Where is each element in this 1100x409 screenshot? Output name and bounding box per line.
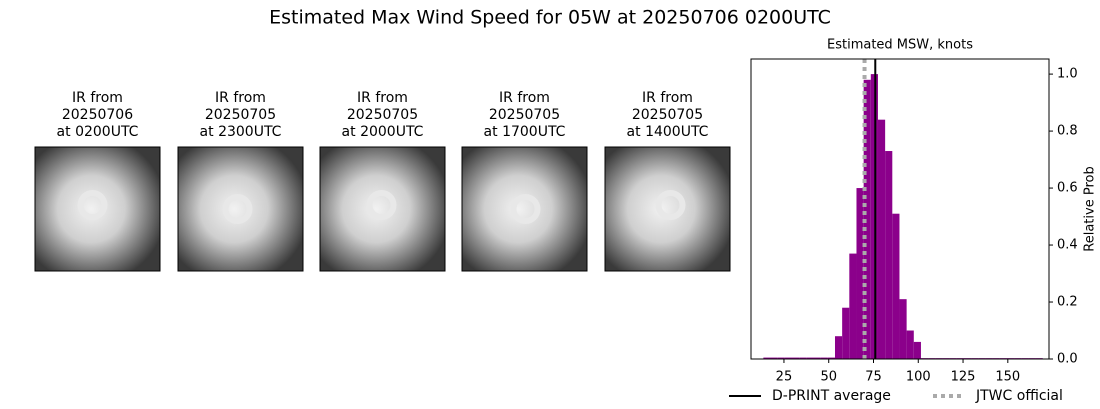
y-tick-label: 0.2 [1057,295,1078,310]
ir-image [177,146,304,272]
bar [863,79,871,359]
bar [792,357,800,359]
panel-label: 20250705 [489,107,560,123]
panel-label: IR from [642,90,693,106]
panel-label: IR from [215,90,266,106]
y-tick-label: 1.0 [1057,67,1078,82]
bar [799,357,807,359]
panel-label: at 2300UTC [200,124,282,140]
ir-image [34,146,161,272]
storm-eye [77,190,108,220]
y-tick-label: 0.6 [1057,181,1078,196]
histogram-chart: Estimated MSW, knots Relative Prob D-PRINT… [729,38,1098,404]
axes-frame [750,58,1050,360]
x-tick-label: 50 [820,370,837,385]
y-axis-label: Relative Prob [1083,166,1098,251]
x-tick-label: 150 [995,370,1020,385]
bar [906,330,914,359]
ir-image [604,146,731,272]
figure-title: Estimated Max Wind Speed for 05W at 2025… [269,7,831,29]
storm-eye [655,190,686,220]
storm-eye [222,194,253,224]
panel-label: 20250705 [205,107,276,123]
ir-image [319,146,446,272]
legend-label: D-PRINT average [772,388,891,404]
panel-label: 20250705 [632,107,703,123]
panel-label: at 2000UTC [342,124,424,140]
panel-label: 20250705 [347,107,418,123]
bar [806,357,814,359]
bar [849,253,857,359]
y-tick-label: 0.0 [1057,352,1078,367]
storm-eye [366,190,397,220]
bar [877,119,886,359]
bar [763,357,771,359]
legend-label: JTWC official [975,388,1063,404]
panel-label: at 1400UTC [627,124,709,140]
y-tick-label: 0.8 [1057,124,1078,139]
bar [820,357,828,359]
bar [770,357,778,359]
panel-label: IR from [499,90,550,106]
bar [892,213,900,359]
storm-eye [510,194,541,224]
panel-label: at 1700UTC [484,124,566,140]
bar [827,357,835,359]
bar [899,299,907,359]
bar [856,188,864,359]
x-tick-label: 75 [865,370,882,385]
panel-label: at 0200UTC [57,124,139,140]
panel-label: IR from [72,90,123,106]
bar [885,151,893,359]
y-tick-label: 0.4 [1057,238,1078,253]
chart-title: Estimated MSW, knots [827,38,973,53]
bar [813,357,821,359]
x-tick-label: 25 [776,370,793,385]
bar [913,341,921,359]
ir-image [461,146,588,272]
bar [834,336,843,359]
panel-label: IR from [357,90,408,106]
bar [784,357,793,359]
panel-label: 20250706 [62,107,133,123]
bar [777,357,785,359]
bar [842,307,850,359]
x-tick-label: 125 [951,370,976,385]
x-tick-label: 100 [906,370,931,385]
